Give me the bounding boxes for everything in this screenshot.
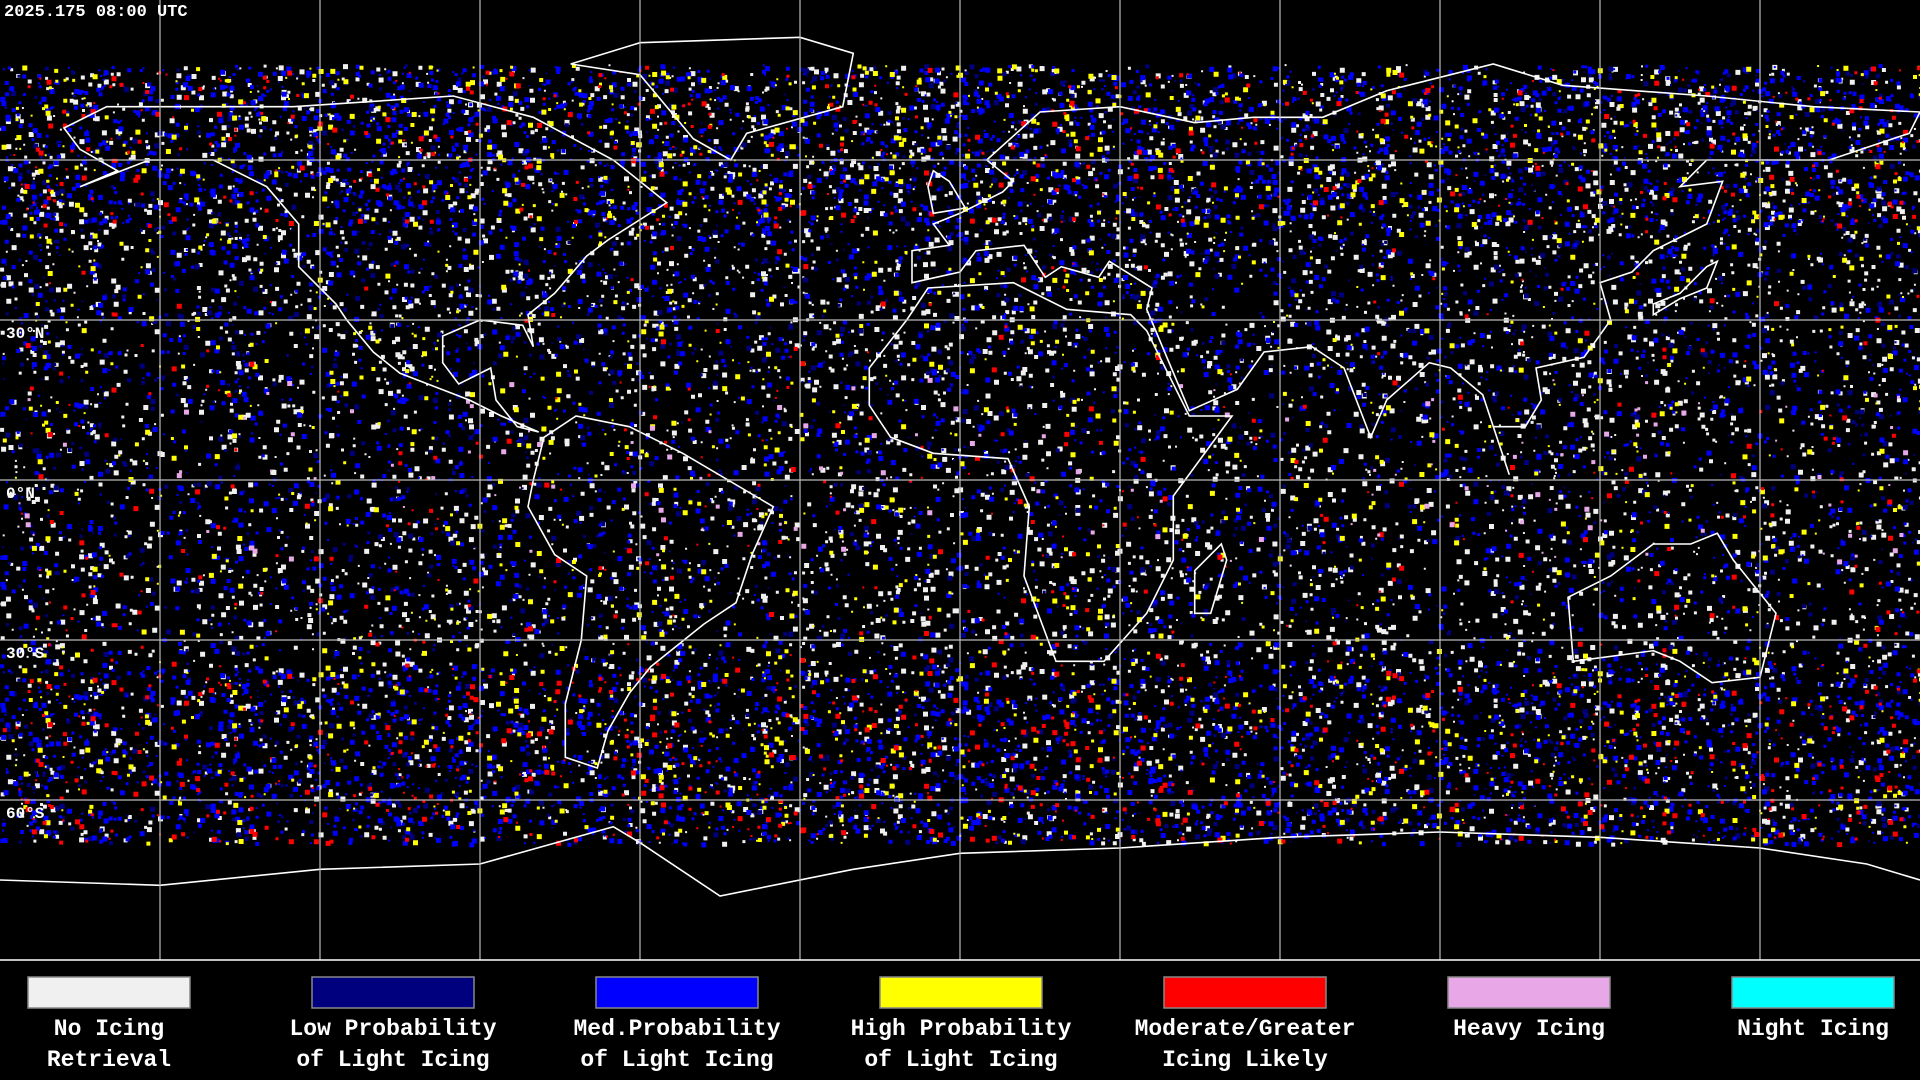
legend-label: High Probability bbox=[851, 1016, 1072, 1042]
legend-label: Retrieval bbox=[47, 1047, 171, 1073]
legend-label: Moderate/Greater bbox=[1135, 1016, 1356, 1042]
coastline bbox=[911, 63, 1920, 475]
legend-label: Low Probability bbox=[289, 1016, 496, 1042]
legend-label: of Light Icing bbox=[864, 1047, 1057, 1073]
coastline bbox=[1652, 259, 1719, 317]
coastline bbox=[1567, 532, 1777, 684]
legend: No Icing Retrieval Low Probability of Light… bbox=[27, 976, 1895, 1073]
legend-swatch bbox=[1163, 976, 1327, 1009]
latitude-label: 30°S bbox=[6, 645, 45, 663]
legend-swatch bbox=[1447, 976, 1611, 1009]
coastline bbox=[868, 281, 1234, 663]
timestamp: 2025.175 08:00 UTC bbox=[4, 3, 188, 22]
legend-swatch bbox=[1731, 976, 1895, 1009]
latitude-label: 30°N bbox=[6, 325, 44, 343]
legend-label: Night Icing bbox=[1737, 1016, 1889, 1042]
graticule bbox=[0, 0, 1920, 960]
legend-label: No Icing bbox=[54, 1016, 164, 1042]
coastline bbox=[527, 415, 775, 770]
legend-label: Icing Likely bbox=[1162, 1047, 1328, 1073]
latitude-label: 60°S bbox=[6, 805, 45, 823]
latitude-labels: 30°N 0°N 30°S 60°S bbox=[6, 325, 45, 823]
legend-label: Med.Probability bbox=[573, 1016, 780, 1042]
legend-swatch bbox=[27, 976, 191, 1009]
coastline bbox=[1193, 542, 1228, 615]
legend-label: of Light Icing bbox=[580, 1047, 773, 1073]
latitude-label: 0°N bbox=[6, 485, 35, 503]
legend-label: Heavy Icing bbox=[1453, 1016, 1605, 1042]
coastline bbox=[0, 825, 1920, 897]
coastlines bbox=[0, 36, 1920, 897]
legend-label: of Light Icing bbox=[296, 1047, 489, 1073]
legend-swatch bbox=[311, 976, 475, 1009]
coastline bbox=[570, 36, 855, 162]
legend-swatch bbox=[595, 976, 759, 1009]
legend-swatch bbox=[879, 976, 1043, 1009]
